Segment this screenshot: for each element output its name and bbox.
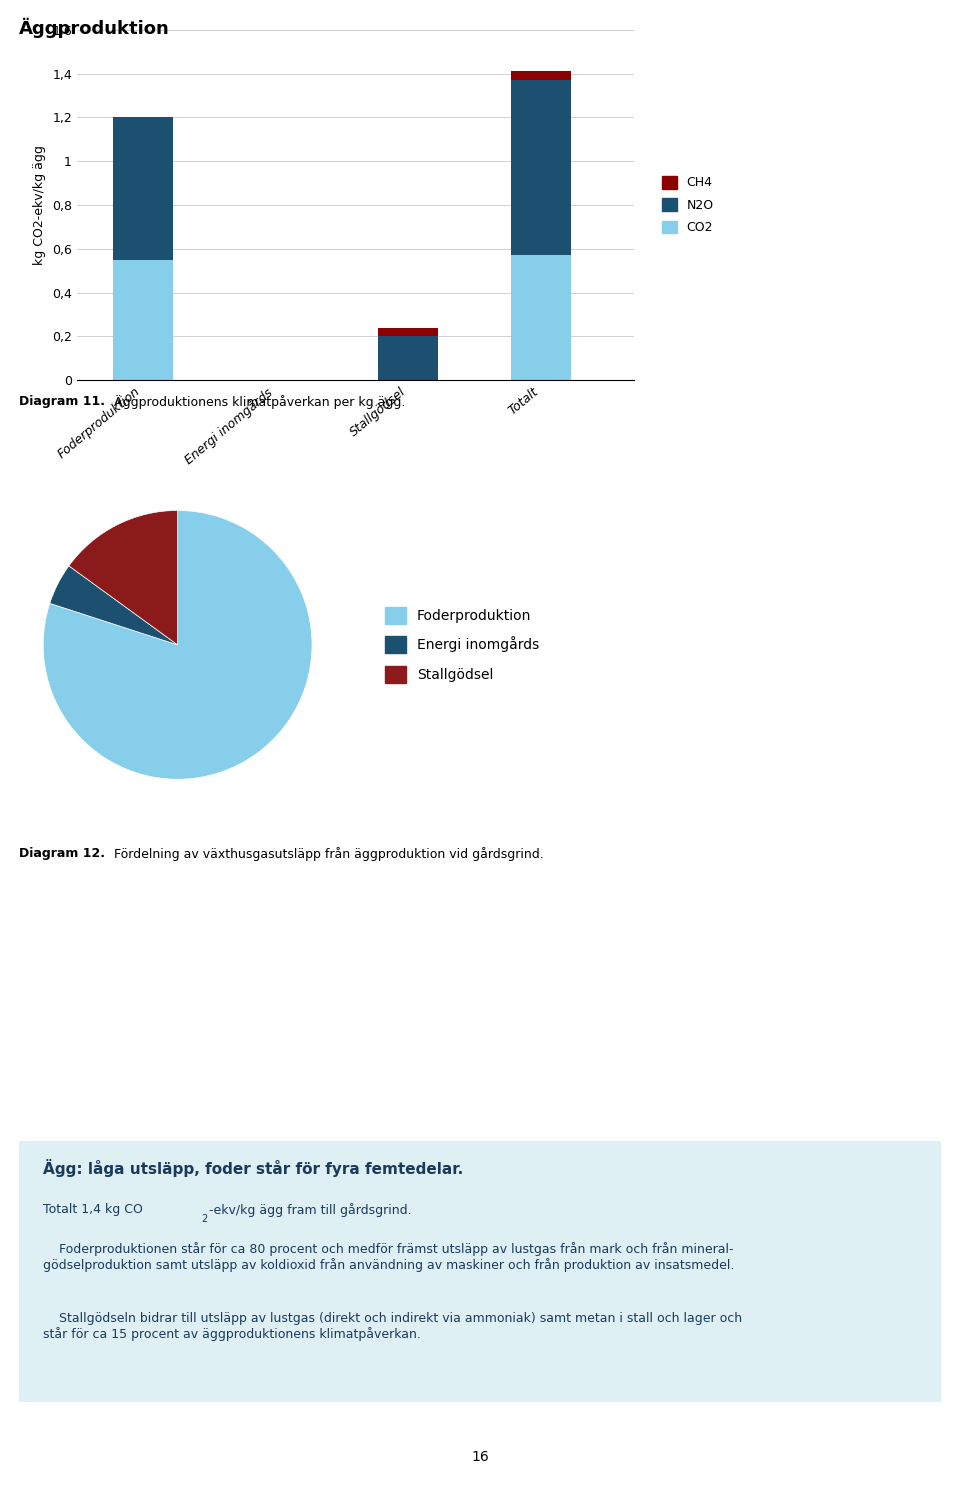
- Text: Diagram 11.: Diagram 11.: [19, 395, 106, 409]
- Text: Fördelning av växthusgasutsläpp från äggproduktion vid gårdsgrind.: Fördelning av växthusgasutsläpp från ägg…: [110, 847, 544, 860]
- Text: 2: 2: [202, 1214, 208, 1224]
- Text: 16: 16: [471, 1451, 489, 1464]
- Text: -ekv/kg ägg fram till gårdsgrind.: -ekv/kg ägg fram till gårdsgrind.: [209, 1203, 412, 1217]
- Text: Stallgödseln bidrar till utsläpp av lustgas (direkt och indirekt via ammoniak) s: Stallgödseln bidrar till utsläpp av lust…: [43, 1312, 742, 1342]
- Wedge shape: [69, 510, 178, 646]
- Bar: [378, 328, 438, 337]
- Text: Totalt 1,4 kg CO: Totalt 1,4 kg CO: [43, 1203, 143, 1217]
- Bar: [113, 118, 173, 259]
- Wedge shape: [43, 510, 312, 780]
- Bar: [378, 337, 438, 380]
- Text: Diagram 12.: Diagram 12.: [19, 847, 106, 860]
- Bar: [511, 81, 570, 255]
- Wedge shape: [50, 567, 178, 646]
- Y-axis label: kg CO2-ekv/kg ägg: kg CO2-ekv/kg ägg: [34, 145, 46, 265]
- Legend: Foderproduktion, Energi inomgårds, Stallgödsel: Foderproduktion, Energi inomgårds, Stall…: [379, 601, 544, 689]
- Bar: [511, 255, 570, 380]
- Text: Äggproduktionens klimatpåverkan per kg ägg.: Äggproduktionens klimatpåverkan per kg ä…: [110, 395, 406, 409]
- Text: Äggproduktion: Äggproduktion: [19, 18, 170, 39]
- Bar: [511, 72, 570, 81]
- Text: Ägg: låga utsläpp, foder står för fyra femtedelar.: Ägg: låga utsläpp, foder står för fyra f…: [43, 1159, 464, 1176]
- Legend: CH4, N2O, CO2: CH4, N2O, CO2: [657, 171, 719, 239]
- Bar: [113, 259, 173, 380]
- Text: Foderproduktionen står för ca 80 procent och medför främst utsläpp av lustgas fr: Foderproduktionen står för ca 80 procent…: [43, 1242, 734, 1272]
